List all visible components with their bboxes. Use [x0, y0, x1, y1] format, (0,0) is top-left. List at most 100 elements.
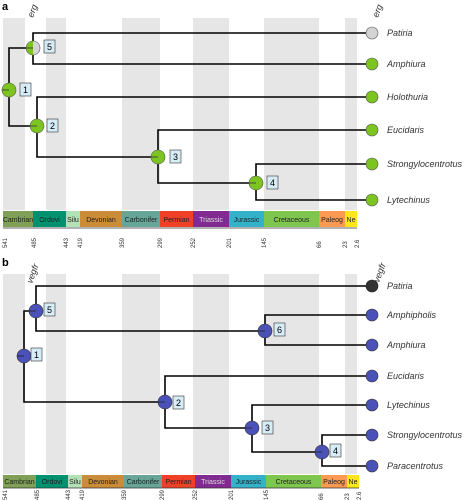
period-cell: Silu [66, 211, 80, 227]
branch [36, 96, 372, 126]
tick-label: 66 [317, 241, 323, 248]
tip-state [365, 193, 379, 207]
tick-label: 541 [3, 237, 9, 248]
tip-state [365, 90, 379, 104]
tick-label: 252 [191, 237, 197, 248]
period-label: Ne [347, 217, 356, 224]
branch [36, 126, 158, 158]
band [264, 274, 319, 474]
tick-label: 2.6 [355, 239, 361, 248]
tip-state [365, 308, 379, 322]
node-number-box [19, 82, 32, 97]
branch [164, 402, 252, 429]
tick-label: 443 [66, 489, 72, 500]
node-number: 1 [23, 85, 28, 95]
period-cell: Permian [160, 211, 193, 227]
panel-letter: b [2, 257, 9, 269]
tick-label: 201 [227, 237, 233, 248]
period-label: Triassic [199, 217, 223, 224]
node-number: 3 [265, 423, 270, 433]
taxon-label: Amphipholis [386, 310, 437, 320]
period-label: Cretaceous [274, 217, 310, 224]
taxon-label: Holothuria [387, 92, 428, 102]
tick-label: 252 [193, 489, 199, 500]
taxon-label: Strongylocentrotus [387, 159, 463, 169]
period-cell: Cambrian [3, 211, 33, 227]
period-cell: Jurassic [229, 211, 264, 227]
period-label: Ne [349, 479, 358, 486]
period-cell: Ordovi [36, 475, 68, 488]
branch [164, 375, 372, 402]
period-cell: Permian [162, 475, 195, 488]
taxon-label: Patiria [387, 281, 413, 291]
band [3, 18, 25, 210]
period-label: Silu [67, 217, 79, 224]
period-label: Carbonifer [125, 217, 158, 224]
period-label: Jurassic [234, 217, 260, 224]
tick-label: 299 [158, 237, 164, 248]
tick-label: 485 [32, 237, 38, 248]
panel-a-node-3: 3 [150, 149, 182, 165]
root-gene-label: vegfr [24, 262, 41, 285]
period-cell: Devonian [80, 211, 122, 227]
period-cell: Silu [68, 475, 82, 488]
tip-state [365, 369, 379, 383]
node-number: 4 [333, 446, 338, 456]
period-cell: Triassic [193, 211, 229, 227]
node-number: 1 [34, 350, 39, 360]
panel-b-tips: Patiria Amphipholis Amphiura Eucidaris L… [365, 279, 463, 473]
period-cell: Ne [345, 211, 357, 227]
taxon-label: Eucidaris [387, 125, 425, 135]
period-label: Carbonifer [127, 479, 160, 486]
panel-b-node-6: 6 [257, 322, 286, 339]
node-number: 2 [176, 398, 181, 408]
period-label: Permian [163, 217, 189, 224]
tick-label: 299 [160, 489, 166, 500]
panel-a-bands [3, 18, 357, 210]
tip-state [365, 157, 379, 171]
node-number-box [169, 149, 182, 164]
panel-letter: a [2, 1, 9, 13]
branch [157, 157, 256, 184]
tick-label: 201 [229, 489, 235, 500]
branch [251, 428, 322, 453]
tip-state [365, 26, 379, 40]
panel-b-node-1: 1 [16, 347, 43, 364]
taxon-label: Strongylocentrotus [387, 430, 463, 440]
taxon-label: Patiria [387, 28, 413, 38]
band [3, 274, 25, 474]
panel-b-timescale: Cambrian Ordovi Silu Devonian Carbonifer… [3, 475, 363, 500]
tip-state [365, 428, 379, 442]
period-cell: Ne [347, 475, 359, 488]
node-number-box [261, 420, 274, 435]
panel-a-node-5: 5 [25, 39, 56, 56]
branch [35, 285, 372, 311]
band [345, 274, 357, 474]
node-pie-slice [33, 41, 40, 55]
node-number-box [172, 395, 185, 410]
node-number-box [46, 118, 59, 133]
tick-label: 541 [3, 489, 9, 500]
period-cell: Devonian [82, 475, 124, 488]
node-number: 3 [173, 152, 178, 162]
band [345, 18, 357, 210]
panel-b-node-4: 4 [314, 443, 342, 460]
period-label: Ordovi [39, 217, 60, 224]
period-cell: Ordovi [33, 211, 66, 227]
band [122, 18, 160, 210]
tip-gene-label: erg [370, 3, 384, 19]
taxon-label: Lytechinus [387, 195, 430, 205]
tick-label: 145 [262, 237, 268, 248]
panel-a-timescale: Cambrian Ordovi Silu Devonian Carbonifer… [3, 211, 361, 248]
panel-b-bands [3, 274, 357, 474]
tick-label: 359 [122, 489, 128, 500]
taxon-label: Amphiura [386, 59, 426, 69]
period-label: Paleog [321, 217, 343, 224]
period-cell: Triassic [195, 475, 231, 488]
branch [8, 47, 33, 90]
tick-label: 419 [80, 489, 86, 500]
tick-label: 145 [264, 489, 270, 500]
tip-state [365, 338, 379, 352]
tick-label: 443 [64, 237, 70, 248]
period-cell: Paleog [321, 475, 347, 488]
